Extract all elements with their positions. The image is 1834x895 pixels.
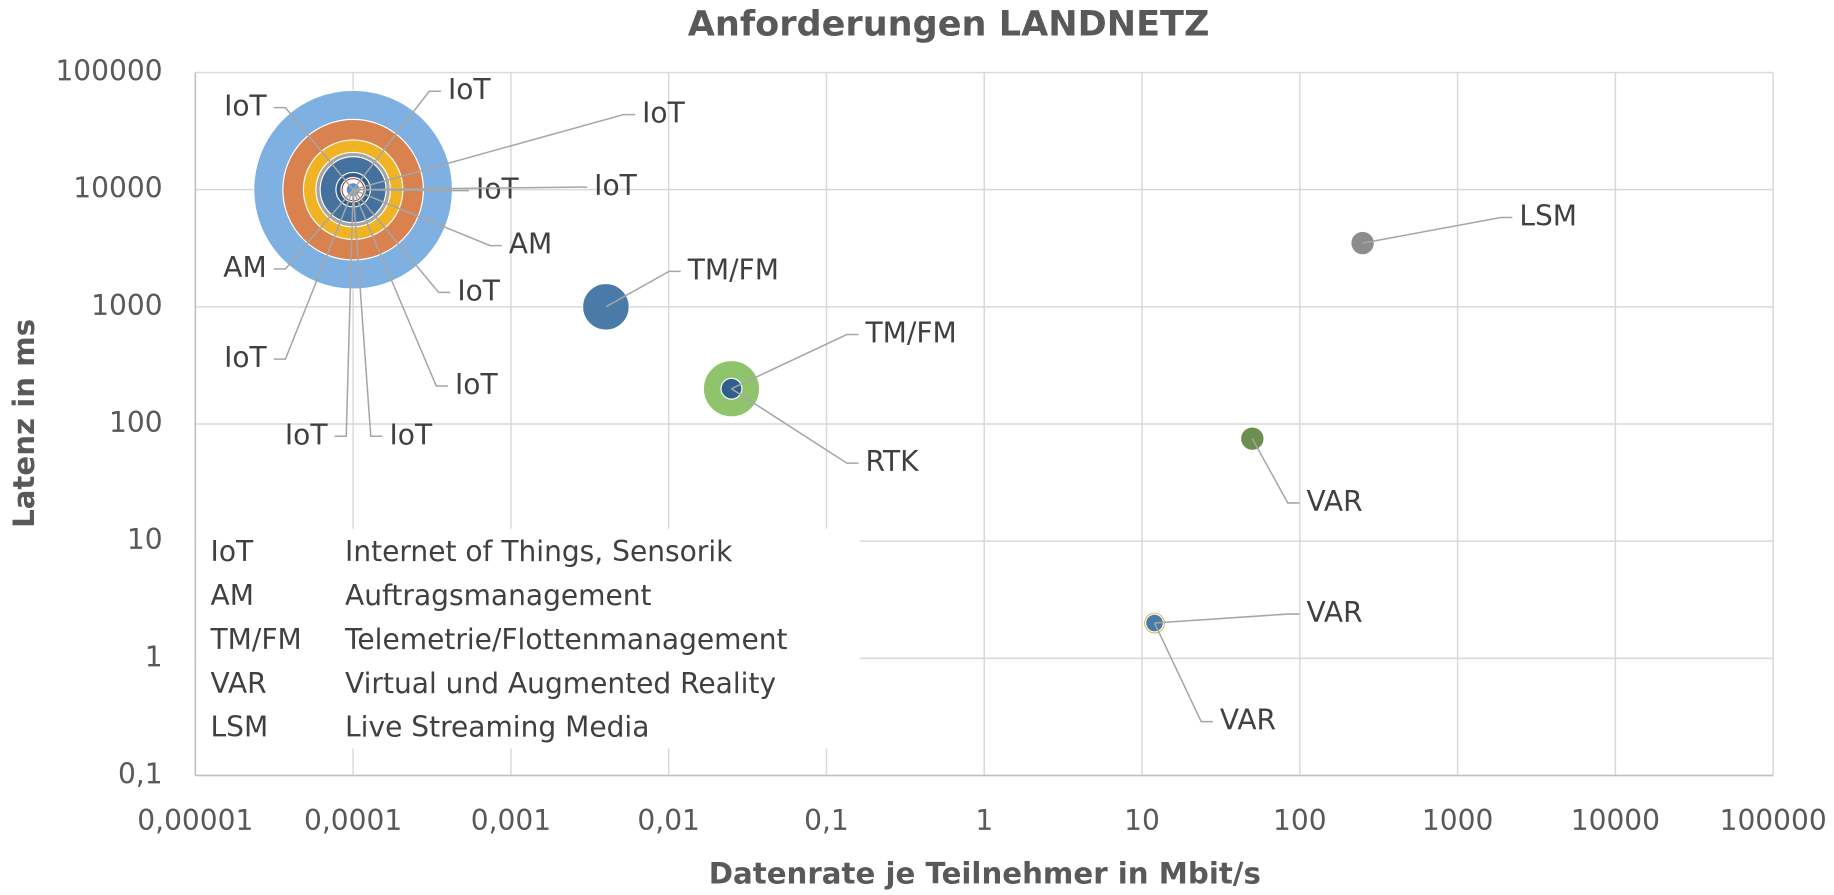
data-label: VAR: [1220, 704, 1276, 737]
leader-line: [1362, 216, 1513, 244]
leader-line: [273, 106, 354, 191]
x-tick-label: 0,00001: [137, 804, 253, 837]
x-tick-label: 1000: [1422, 804, 1493, 837]
y-tick-label: 1000: [91, 289, 162, 322]
x-tick-label: 100: [1273, 804, 1327, 837]
data-label: TM/FM: [687, 253, 779, 286]
leader-line: [1154, 613, 1300, 624]
annotation-abbr: TM/FM: [210, 623, 302, 656]
bubble: [1239, 426, 1265, 451]
x-tick-label: 1: [975, 804, 993, 837]
data-label: AM: [509, 228, 552, 261]
y-axis-title: Latenz in ms: [7, 319, 41, 528]
y-tick-label: 0,1: [118, 757, 163, 790]
leader-line: [273, 189, 354, 360]
leader-line: [352, 189, 448, 387]
x-tick-label: 100000: [1720, 804, 1827, 837]
data-label: IoT: [594, 169, 637, 202]
x-axis-title: Datenrate je Teilnehmer in Mbit/s: [709, 856, 1261, 890]
data-label: IoT: [448, 73, 491, 106]
leader-line: [731, 333, 859, 390]
y-tick-label: 10000: [73, 172, 162, 205]
y-tick-label: 100: [109, 406, 163, 439]
leader-line: [1251, 438, 1300, 504]
annotation-box: [196, 528, 860, 749]
data-label: IoT: [642, 97, 685, 130]
leader-line: [352, 90, 441, 191]
leader-line: [605, 270, 681, 308]
leader-line: [352, 189, 383, 438]
leader-line: [352, 188, 502, 247]
x-tick-label: 0,1: [804, 804, 849, 837]
annotation-text: Virtual und Augmented Reality: [345, 667, 776, 700]
annotation-text: Live Streaming Media: [345, 711, 649, 744]
annotation-abbr: IoT: [211, 535, 254, 568]
x-tick-label: 0,0001: [304, 804, 402, 837]
leader-line: [352, 189, 451, 294]
x-tick-label: 10000: [1571, 804, 1660, 837]
data-label: IoT: [476, 173, 519, 206]
x-tick-label: 10: [1124, 804, 1160, 837]
annotation-text: Auftragsmanagement: [345, 579, 652, 612]
x-tick-label: 0,01: [637, 804, 699, 837]
data-label: IoT: [389, 418, 432, 451]
data-label: IoT: [224, 341, 267, 374]
data-label: RTK: [866, 445, 920, 478]
data-label: AM: [223, 251, 266, 284]
data-label: IoT: [455, 368, 498, 401]
y-tick-label: 100000: [55, 55, 162, 88]
data-label: IoT: [457, 274, 500, 307]
y-tick-label: 1: [145, 640, 163, 673]
leader-line: [352, 113, 636, 191]
annotation-abbr: LSM: [211, 711, 269, 744]
chart-title: Anforderungen LANDNETZ: [688, 4, 1210, 45]
data-label: LSM: [1519, 200, 1577, 233]
leader-line: [731, 388, 859, 464]
data-label: VAR: [1306, 485, 1362, 518]
x-tick-label: 0,001: [471, 804, 551, 837]
leader-line: [353, 186, 588, 191]
annotation-abbr: AM: [211, 579, 254, 612]
annotation-text: Telemetrie/Flottenmanagement: [344, 623, 788, 656]
annotation-abbr: VAR: [211, 667, 267, 700]
leader-line: [1153, 622, 1213, 723]
data-label: IoT: [285, 418, 328, 451]
data-label: VAR: [1306, 596, 1362, 629]
data-label: TM/FM: [865, 317, 957, 350]
annotation-text: Internet of Things, Sensorik: [345, 535, 733, 568]
leader-line: [334, 189, 354, 438]
data-label: IoT: [224, 90, 267, 123]
y-tick-label: 10: [127, 523, 163, 556]
leader-line: [273, 189, 354, 270]
